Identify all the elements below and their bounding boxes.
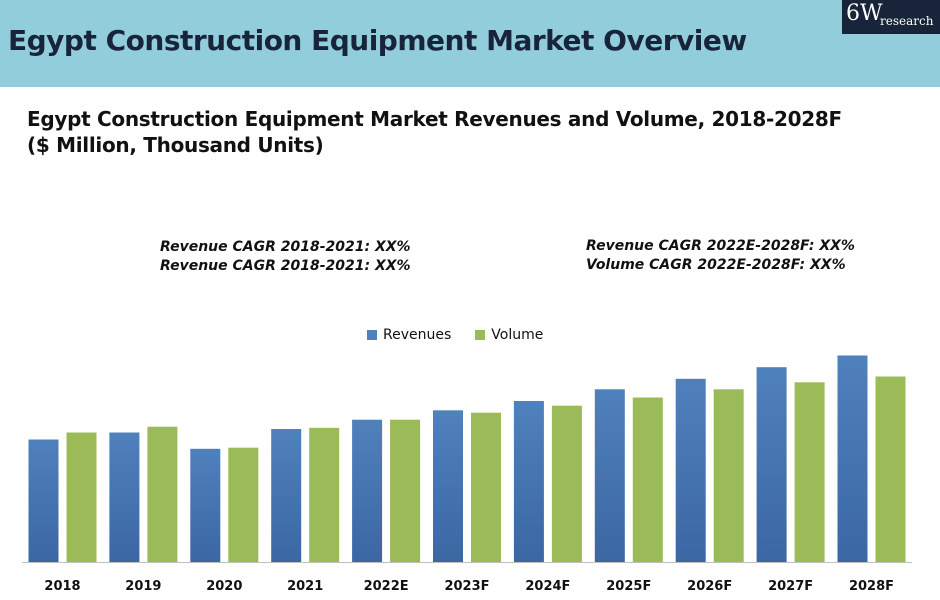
x-tick-label: 2025F [606, 579, 651, 594]
x-tick-label: 2019 [125, 579, 161, 594]
bar-revenues-2026f [675, 378, 706, 562]
chart-legend: Revenues Volume [367, 325, 567, 345]
cagr-left-line-2: Revenue CAGR 2018-2021: XX% [160, 258, 411, 274]
legend-swatch-revenues [367, 330, 377, 340]
cagr-right-line-2: Volume CAGR 2022E-2028F: XX% [586, 257, 846, 273]
chart-title-line-2: ($ Million, Thousand Units) [27, 133, 324, 157]
x-tick-label: 2028F [849, 579, 894, 594]
cagr-annotation-right: Revenue CAGR 2022E-2028F: XX% Volume CAG… [586, 237, 855, 275]
bar-revenues-2025f [594, 389, 625, 562]
x-tick-label: 2024F [525, 579, 570, 594]
bar-revenues-2022e [352, 419, 383, 562]
bar-volume-2025f [632, 397, 663, 562]
x-tick-label: 2023F [444, 579, 489, 594]
chart-title-line-1: Egypt Construction Equipment Market Reve… [27, 107, 842, 131]
logo-sub-text: research [880, 14, 934, 28]
x-tick-label: 2026F [687, 579, 732, 594]
bar-revenues-2027f [756, 367, 787, 562]
cagr-right-line-1: Revenue CAGR 2022E-2028F: XX% [586, 238, 855, 254]
bar-revenues-2028f [837, 355, 868, 562]
bar-revenues-2024f [513, 401, 544, 562]
cagr-annotation-left: Revenue CAGR 2018-2021: XX% Revenue CAGR… [160, 238, 411, 276]
bar-revenues-2020 [190, 448, 221, 562]
x-tick-label: 2022E [364, 579, 409, 594]
bar-revenues-2018 [28, 439, 59, 562]
bar-revenues-2019 [109, 432, 140, 562]
bar-volume-2021 [309, 427, 340, 562]
bar-volume-2020 [228, 447, 259, 562]
page-title: Egypt Construction Equipment Market Over… [8, 24, 747, 57]
x-tick-label: 2021 [287, 579, 323, 594]
x-tick-label: 2018 [44, 579, 80, 594]
cagr-left-line-1: Revenue CAGR 2018-2021: XX% [160, 239, 411, 255]
bar-volume-2022e [390, 419, 421, 562]
logo-main-text: 6W [846, 1, 883, 26]
legend-label-volume: Volume [491, 327, 544, 343]
bar-volume-2028f [875, 376, 906, 562]
legend-item-volume: Volume [475, 327, 543, 343]
bar-revenues-2023f [433, 410, 463, 562]
bar-volume-2026f [713, 389, 744, 562]
legend-label-revenues: Revenues [383, 327, 452, 343]
legend-item-revenues: Revenues [367, 327, 451, 343]
x-tick-label: 2020 [206, 579, 242, 594]
bar-revenues-2021 [271, 429, 302, 562]
legend-swatch-volume [475, 330, 486, 340]
bar-volume-2019 [147, 426, 178, 562]
chart-title: Egypt Construction Equipment Market Reve… [27, 106, 842, 158]
bar-volume-2018 [66, 432, 97, 562]
bar-volume-2027f [794, 382, 825, 562]
bar-volume-2023f [471, 412, 501, 562]
bar-volume-2024f [551, 405, 582, 562]
brand-logo: 6W research [842, 0, 940, 34]
x-tick-label: 2027F [768, 579, 813, 594]
header-band [0, 0, 940, 87]
